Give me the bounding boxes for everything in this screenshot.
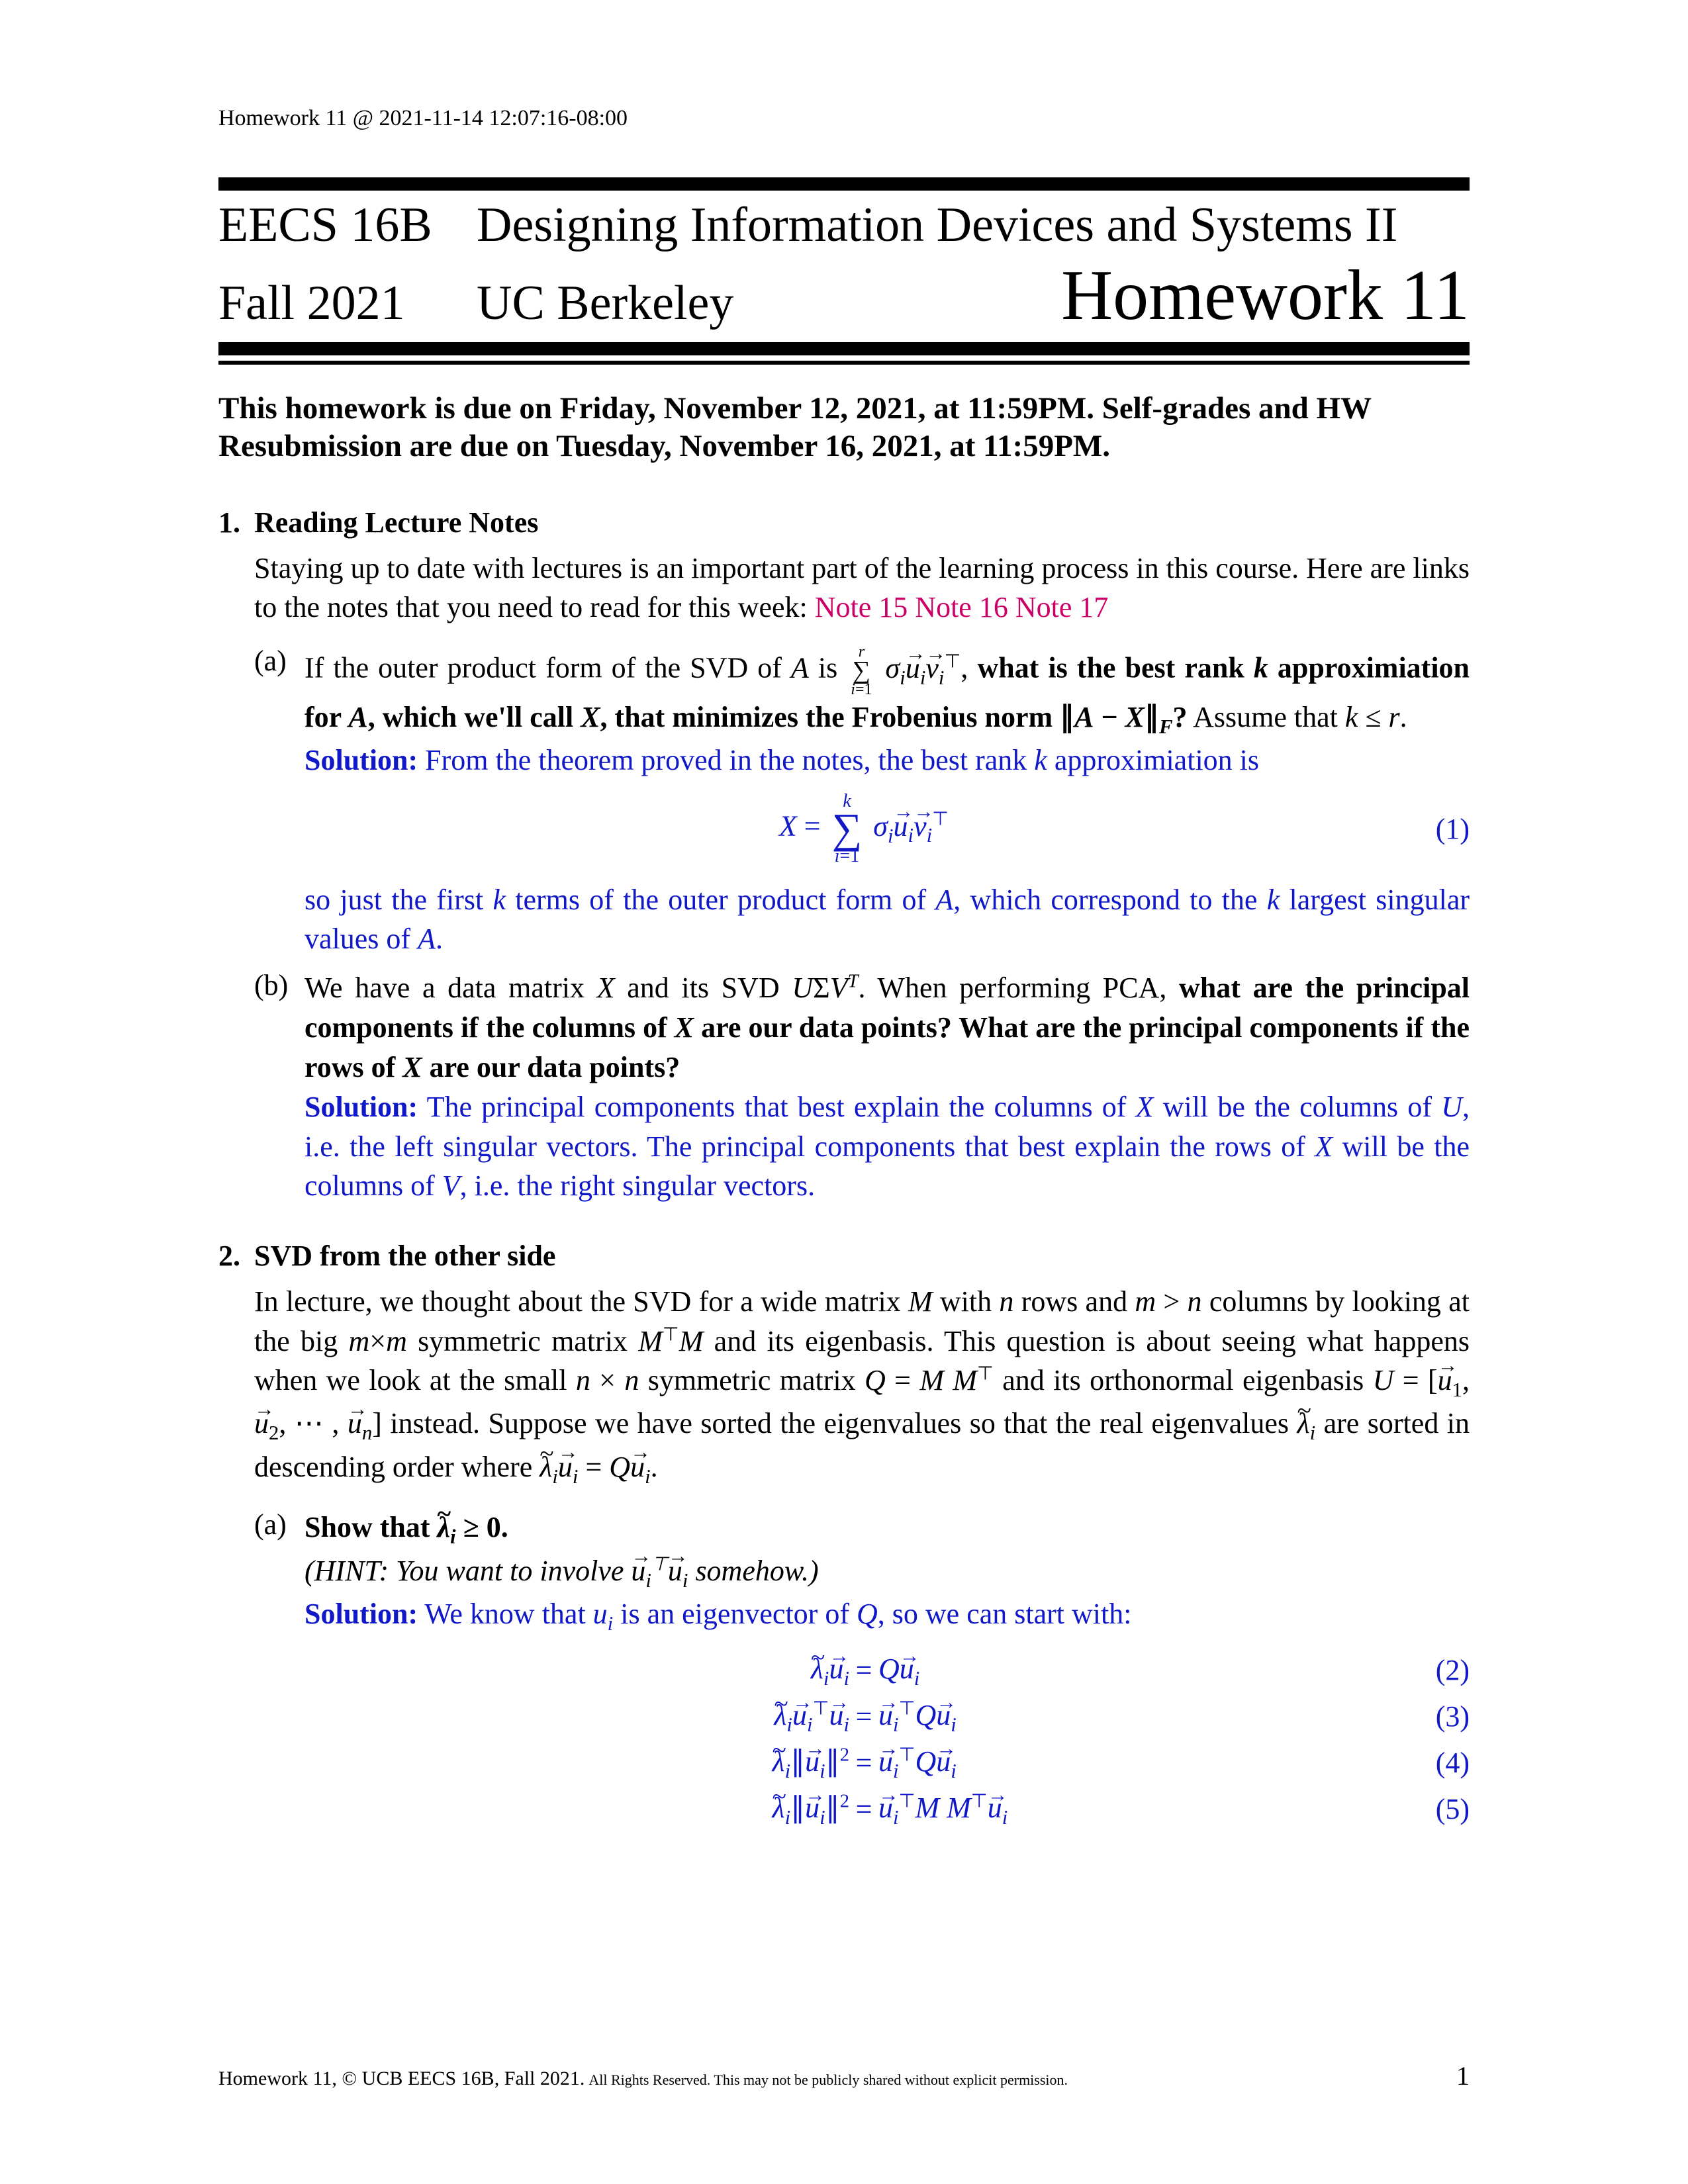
problem-1a-body: If the outer product form of the SVD of …	[305, 644, 1470, 959]
text: If the outer product form of the SVD of	[305, 652, 791, 684]
term: Fall 2021	[218, 275, 477, 332]
text: In lecture, we thought about the SVD for…	[254, 1285, 908, 1318]
equation-stack: ~λi→ui = Q→ui (2) ~λi→ui⊤→ui = →ui⊤Q→ui …	[305, 1647, 1470, 1833]
text: and its orthonormal eigenbasis	[994, 1364, 1373, 1396]
text: approximiation is	[1047, 744, 1259, 776]
text: We have a data matrix	[305, 972, 597, 1004]
homework-title: Homework 11	[1061, 256, 1470, 335]
text: what is the best rank	[977, 652, 1253, 684]
problem-2-intro: In lecture, we thought about the SVD for…	[254, 1282, 1470, 1490]
problem-1b: (b) We have a data matrix X and its SVD …	[254, 968, 1470, 1206]
text: symmetric matrix	[407, 1325, 638, 1357]
text: symmetric matrix	[639, 1364, 865, 1396]
text: are our data points?	[422, 1051, 680, 1083]
text: From the theorem proved in the notes, th…	[418, 744, 1034, 776]
text: , which correspond to the	[953, 884, 1266, 916]
problem-2: 2. SVD from the other side In lecture, w…	[218, 1239, 1470, 1833]
page: Homework 11 @ 2021-11-14 12:07:16-08:00 …	[0, 0, 1688, 2184]
solution-label: Solution:	[305, 1091, 418, 1123]
mid-thick-rule	[218, 342, 1470, 355]
school: UC Berkeley	[477, 275, 973, 332]
footer: Homework 11, © UCB EECS 16B, Fall 2021. …	[218, 2060, 1470, 2091]
problem-1b-body: We have a data matrix X and its SVD UΣVT…	[305, 968, 1470, 1206]
equation-1-number: (1)	[1423, 809, 1470, 849]
text: Show that	[305, 1511, 438, 1543]
equation-3-number: (3)	[1423, 1695, 1470, 1739]
text: instead. Suppose we have sorted the eige…	[382, 1407, 1297, 1439]
text: terms of the outer product form of	[506, 884, 935, 916]
text: Assume that	[1188, 701, 1345, 733]
top-thick-rule	[218, 177, 1470, 191]
sum-bot: i=1	[832, 847, 863, 866]
hint-text: somehow.)	[688, 1555, 818, 1587]
running-head: Homework 11 @ 2021-11-14 12:07:16-08:00	[218, 106, 1470, 131]
text: The principal components that best expla…	[418, 1091, 1135, 1123]
text: rows and	[1013, 1285, 1135, 1318]
title-block: EECS 16B Designing Information Devices a…	[218, 197, 1470, 337]
text: and its SVD	[615, 972, 792, 1004]
text: , that minimizes the Frobenius norm	[600, 701, 1053, 733]
equation-1: X = k∑i=1 σi→ui→vi⊤ (1)	[305, 792, 1470, 865]
equation-4-number: (4)	[1423, 1741, 1470, 1785]
footer-main: Homework 11, © UCB EECS 16B, Fall 2021.	[218, 2068, 585, 2090]
text: with	[933, 1285, 1000, 1318]
page-number: 1	[1456, 2060, 1470, 2091]
title-row-1: EECS 16B Designing Information Devices a…	[218, 197, 1470, 253]
text: is an eigenvector of	[613, 1598, 857, 1630]
mid-thin-rule	[218, 361, 1470, 365]
equation-2-number: (2)	[1423, 1649, 1470, 1692]
text: is	[809, 652, 847, 684]
problem-2-number: 2.	[218, 1239, 254, 1273]
problem-2-heading: 2. SVD from the other side	[218, 1239, 1470, 1273]
hint-text: (HINT: You want to involve	[305, 1555, 631, 1587]
problem-1-heading: 1. Reading Lecture Notes	[218, 506, 1470, 539]
problem-1: 1. Reading Lecture Notes Staying up to d…	[218, 506, 1470, 1206]
note-15-link[interactable]: Note 15	[815, 591, 908, 623]
problem-2a: (a) Show that ~λi ≥ 0. (HINT: You want t…	[254, 1508, 1470, 1833]
footer-small: All Rights Reserved. This may not be pub…	[588, 2071, 1068, 2089]
problem-1-title: Reading Lecture Notes	[254, 506, 538, 539]
problem-1a: (a) If the outer product form of the SVD…	[254, 644, 1470, 959]
course-title: Designing Information Devices and System…	[477, 197, 1397, 253]
equation-5: ~λi∥→ui∥2 = →ui⊤M M⊤→ui (5)	[305, 1786, 1470, 1833]
text: , which we'll call	[368, 701, 581, 733]
problem-2a-label: (a)	[254, 1508, 305, 1833]
text: , so we can start with:	[878, 1598, 1132, 1630]
course-code: EECS 16B	[218, 197, 477, 253]
problem-1-intro: Staying up to date with lectures is an i…	[254, 549, 1470, 627]
note-16-link[interactable]: Note 16	[915, 591, 1008, 623]
problem-1a-label: (a)	[254, 644, 305, 959]
text: will be the columns of	[1154, 1091, 1442, 1123]
solution-label: Solution:	[305, 744, 418, 776]
intro-deadline: This homework is due on Friday, November…	[218, 390, 1470, 466]
equation-5-number: (5)	[1423, 1788, 1470, 1831]
solution-label: Solution:	[305, 1598, 418, 1630]
text: so just the first	[305, 884, 492, 916]
text: . When performing PCA,	[859, 972, 1179, 1004]
note-17-link[interactable]: Note 17	[1015, 591, 1109, 623]
problem-1-number: 1.	[218, 506, 254, 539]
title-row-2: Fall 2021 UC Berkeley Homework 11	[218, 255, 1470, 337]
problem-2-title: SVD from the other side	[254, 1239, 555, 1273]
text: We know that	[418, 1598, 593, 1630]
problem-2a-body: Show that ~λi ≥ 0. (HINT: You want to in…	[305, 1508, 1470, 1833]
text: , i.e. the right singular vectors.	[460, 1169, 815, 1202]
problem-1b-label: (b)	[254, 968, 305, 1206]
text: ,	[961, 652, 977, 684]
